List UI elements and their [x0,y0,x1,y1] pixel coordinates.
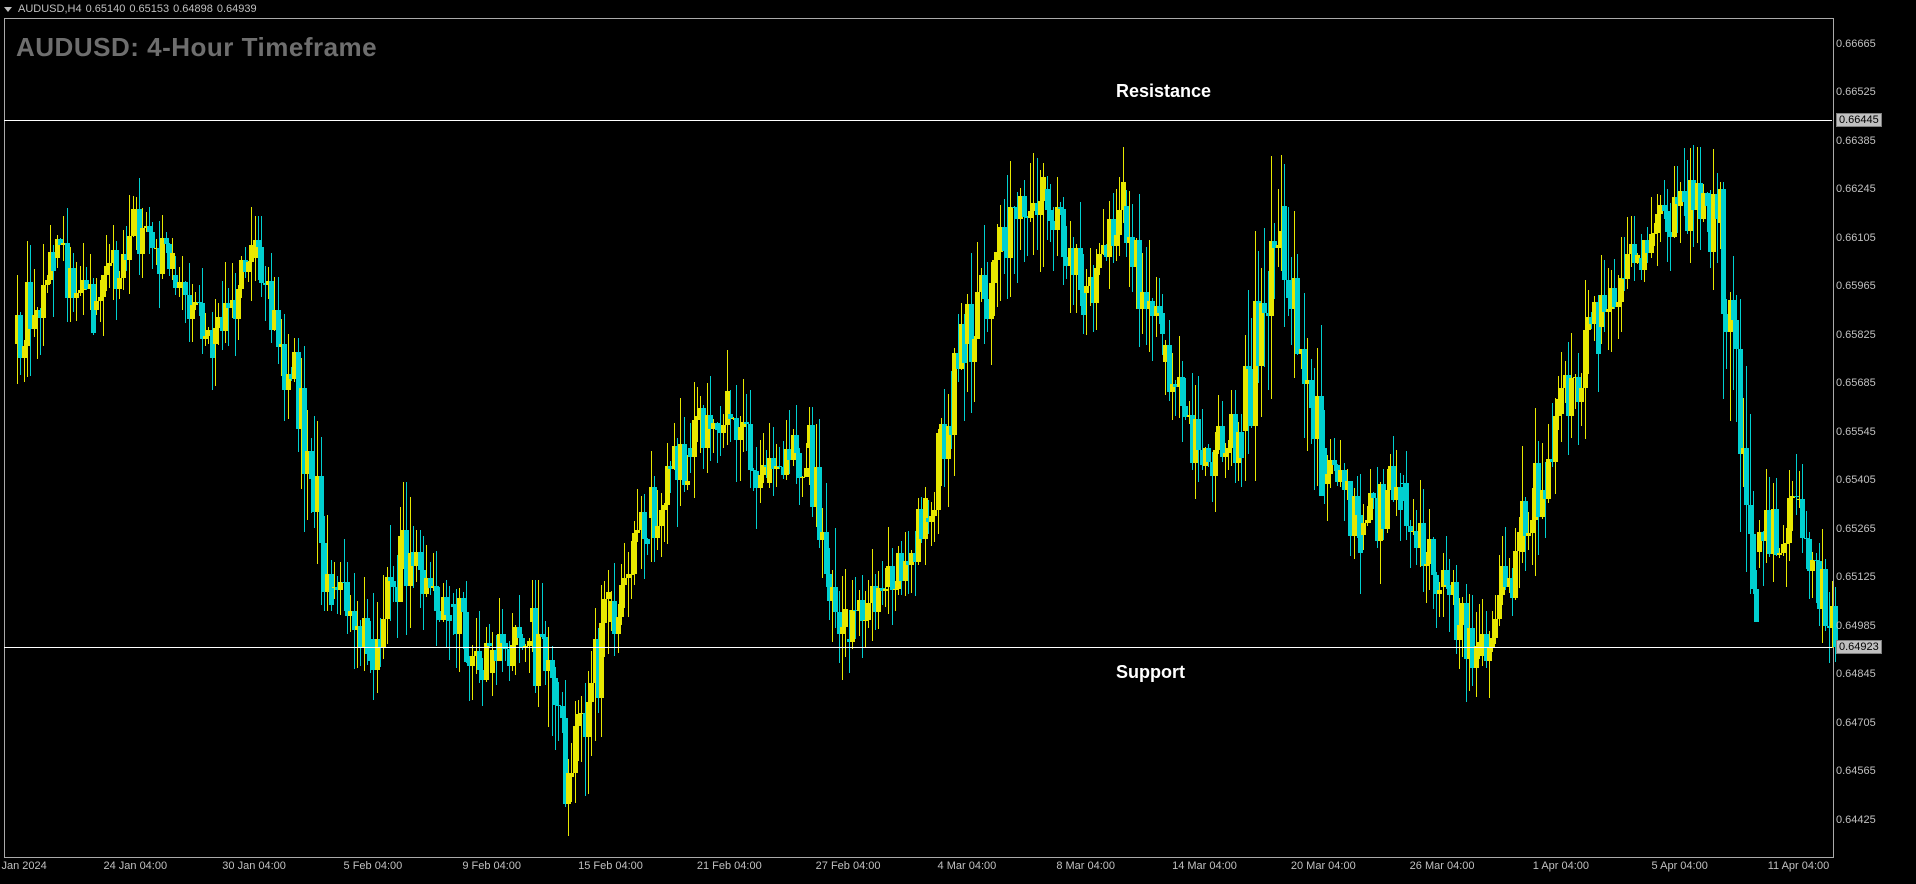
x-tick: 21 Feb 04:00 [697,860,762,872]
y-tick: 0.65545 [1836,426,1876,438]
y-tick: 0.65265 [1836,523,1876,535]
y-tick: 0.66245 [1836,183,1876,195]
horizontal-line [4,120,1832,121]
x-tick: 4 Mar 04:00 [938,860,997,872]
ohlc-open: 0.65140 [86,3,126,15]
ohlc-close: 0.64939 [217,3,257,15]
y-axis: 0.66665 0.66525 0.66385 0.66245 0.66105 0.659… [1836,18,1914,856]
price-plot[interactable] [4,18,1834,858]
ohlc-high: 0.65153 [129,3,169,15]
x-tick: 1 Apr 04:00 [1533,860,1589,872]
x-tick: 15 Feb 04:00 [578,860,643,872]
price-label: 0.66445 [1836,113,1882,127]
x-tick: 27 Feb 04:00 [816,860,881,872]
annotation-label: Resistance [1116,81,1211,102]
x-tick: 11 Apr 04:00 [1768,860,1830,872]
y-tick: 0.66385 [1836,135,1876,147]
dropdown-icon[interactable] [4,7,12,12]
annotation-label: Support [1116,662,1185,683]
price-label: 0.64923 [1836,640,1882,654]
y-tick: 0.65405 [1836,474,1876,486]
x-tick: 8 Mar 04:00 [1056,860,1115,872]
y-tick: 0.66525 [1836,86,1876,98]
chart-title: AUDUSD: 4-Hour Timeframe [16,32,377,63]
x-tick: 30 Jan 04:00 [222,860,286,872]
y-tick: 0.66665 [1836,38,1876,50]
x-tick: 18 Jan 2024 [0,860,47,872]
y-tick: 0.64985 [1836,620,1876,632]
symbol-timeframe: AUDUSD,H4 [18,3,82,15]
y-tick: 0.65825 [1836,329,1876,341]
y-tick: 0.64705 [1836,717,1876,729]
x-tick: 26 Mar 04:00 [1410,860,1475,872]
x-tick: 24 Jan 04:00 [103,860,167,872]
y-tick: 0.64845 [1836,668,1876,680]
chart-header: AUDUSD,H4 0.65140 0.65153 0.64898 0.6493… [0,0,1916,18]
y-tick: 0.65965 [1836,280,1876,292]
x-tick: 5 Apr 04:00 [1652,860,1708,872]
x-tick: 9 Feb 04:00 [462,860,521,872]
y-tick: 0.66105 [1836,232,1876,244]
y-tick: 0.64425 [1836,814,1876,826]
ohlc-low: 0.64898 [173,3,213,15]
x-axis: 18 Jan 202424 Jan 04:0030 Jan 04:005 Feb… [4,858,1832,878]
x-tick: 20 Mar 04:00 [1291,860,1356,872]
y-tick: 0.65685 [1836,377,1876,389]
y-tick: 0.64565 [1836,765,1876,777]
x-tick: 14 Mar 04:00 [1172,860,1237,872]
x-tick: 5 Feb 04:00 [344,860,403,872]
chart-container: AUDUSD,H4 0.65140 0.65153 0.64898 0.6493… [0,0,1916,884]
y-tick: 0.65125 [1836,571,1876,583]
horizontal-line [4,647,1832,648]
